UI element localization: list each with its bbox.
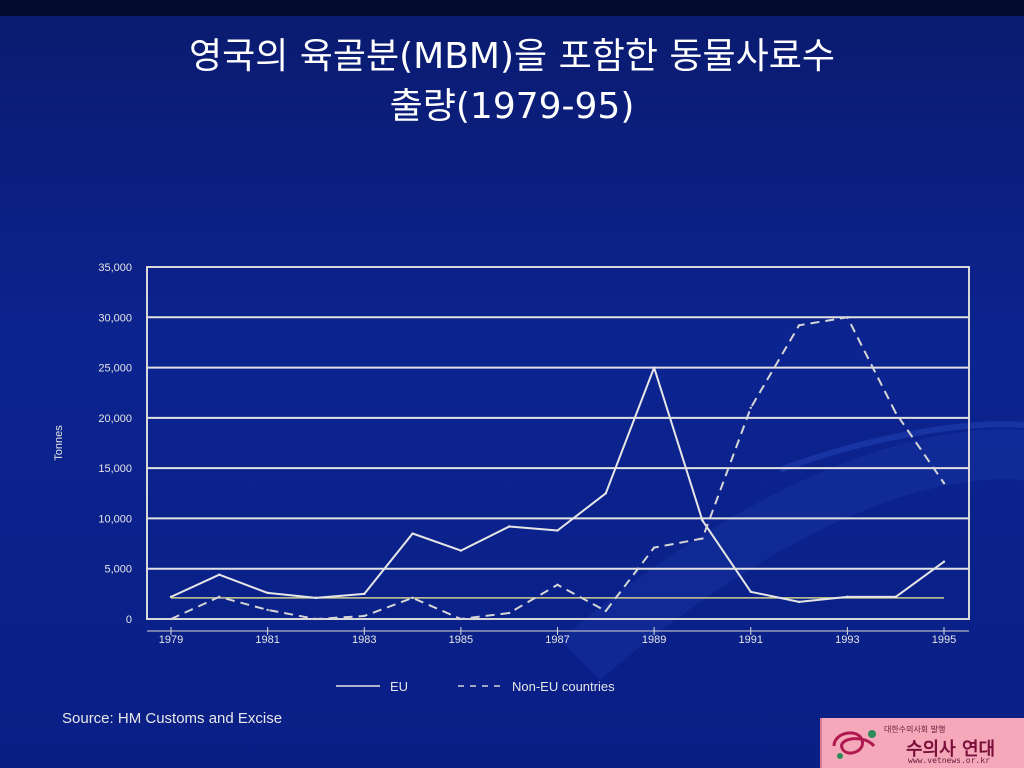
title-line-2: 출량(1979-95) [389,86,635,127]
data-point-eu-1991 [749,590,752,594]
data-point-non-eu-1986 [507,611,511,615]
data-point-eu-1985 [459,549,463,552]
series-line-eu [170,366,945,603]
data-point-eu-1994 [894,595,897,599]
line-chart: 0 5,000 10,000 15,000 20,000 25,000 30,000 35,0… [53,262,970,694]
data-point-eu-1992 [797,600,801,604]
data-point-eu-1979 [169,595,173,599]
logo-top-text: 대한수의사회 발행 [884,725,946,734]
y-axis-label: Tonnes [53,425,65,461]
data-point-non-eu-1980 [218,595,221,599]
data-point-non-eu-1981 [266,608,269,612]
plot-frame [146,266,970,620]
x-tick-label-1979: 1979 [159,634,183,646]
x-tick-label-1985: 1985 [449,634,473,646]
data-point-eu-1987 [556,529,559,532]
x-tick-label-1989: 1989 [642,634,666,646]
data-point-eu-1995 [942,560,946,563]
data-point-non-eu-1991 [749,406,752,409]
data-point-non-eu-1994 [894,411,897,415]
publisher-logo[interactable]: 대한수의사회 발행 수의사 연대 www.vetnews.or.kr [820,718,1024,768]
data-point-eu-1989 [652,366,656,369]
data-point-eu-1982 [314,596,318,600]
logo-main-text: 수의사 연대 [906,739,996,760]
y-tick-label-20000: 20,000 [98,413,132,425]
slide-title: 영국의 육골분(MBM)을 포함한 동물사료수 출량(1979-95) [0,32,1024,132]
data-point-eu-1988 [604,492,608,495]
x-tick-label-1981: 1981 [255,634,279,646]
data-point-eu-1993 [846,595,849,599]
data-point-non-eu-1982 [314,617,318,621]
data-point-eu-1990 [701,519,704,522]
data-point-non-eu-1993 [846,316,849,319]
x-tick-label-1991: 1991 [739,634,763,646]
source-note: Source: HM Customs and Excise [62,710,283,727]
axis-layer: 0 5,000 10,000 15,000 20,000 25,000 30,000 35,0… [53,262,969,646]
data-point-non-eu-1987 [556,583,559,587]
top-bar [0,0,1024,16]
grid-layer [146,266,970,620]
data-point-eu-1980 [218,573,221,576]
logo-swirl-icon [832,730,876,759]
data-point-non-eu-1984 [411,596,414,600]
legend: EU Non-EU countries [336,679,615,694]
series-layer [169,316,946,621]
logo-url: www.vetnews.or.kr [908,756,990,765]
data-point-non-eu-1985 [459,617,463,621]
x-tick-label-1987: 1987 [545,634,569,646]
data-point-eu-1986 [507,525,511,528]
data-point-eu-1984 [411,532,414,535]
data-point-non-eu-1979 [169,617,173,621]
data-point-eu-1983 [363,592,366,596]
y-tick-label-35000: 35,000 [98,262,132,274]
title-line-1: 영국의 육골분(MBM)을 포함한 동물사료수 [188,36,836,77]
data-point-non-eu-1995 [942,482,946,485]
data-point-non-eu-1983 [363,614,366,618]
data-point-non-eu-1988 [604,609,608,613]
y-tick-label-10000: 10,000 [98,513,132,525]
x-tick-label-1995: 1995 [932,634,956,646]
x-tick-label-1993: 1993 [835,634,859,646]
data-point-non-eu-1990 [701,537,704,540]
y-tick-label-30000: 30,000 [98,312,132,324]
legend-label-non-eu: Non-EU countries [512,679,615,694]
data-point-non-eu-1992 [797,324,801,327]
y-tick-label-25000: 25,000 [98,363,132,375]
data-point-non-eu-1989 [652,546,656,549]
y-tick-label-15000: 15,000 [98,463,132,475]
x-tick-label-1983: 1983 [352,634,376,646]
y-tick-label-0: 0 [126,614,132,626]
data-point-eu-1981 [266,591,269,595]
y-tick-label-5000: 5,000 [104,564,132,576]
legend-label-eu: EU [390,679,408,694]
